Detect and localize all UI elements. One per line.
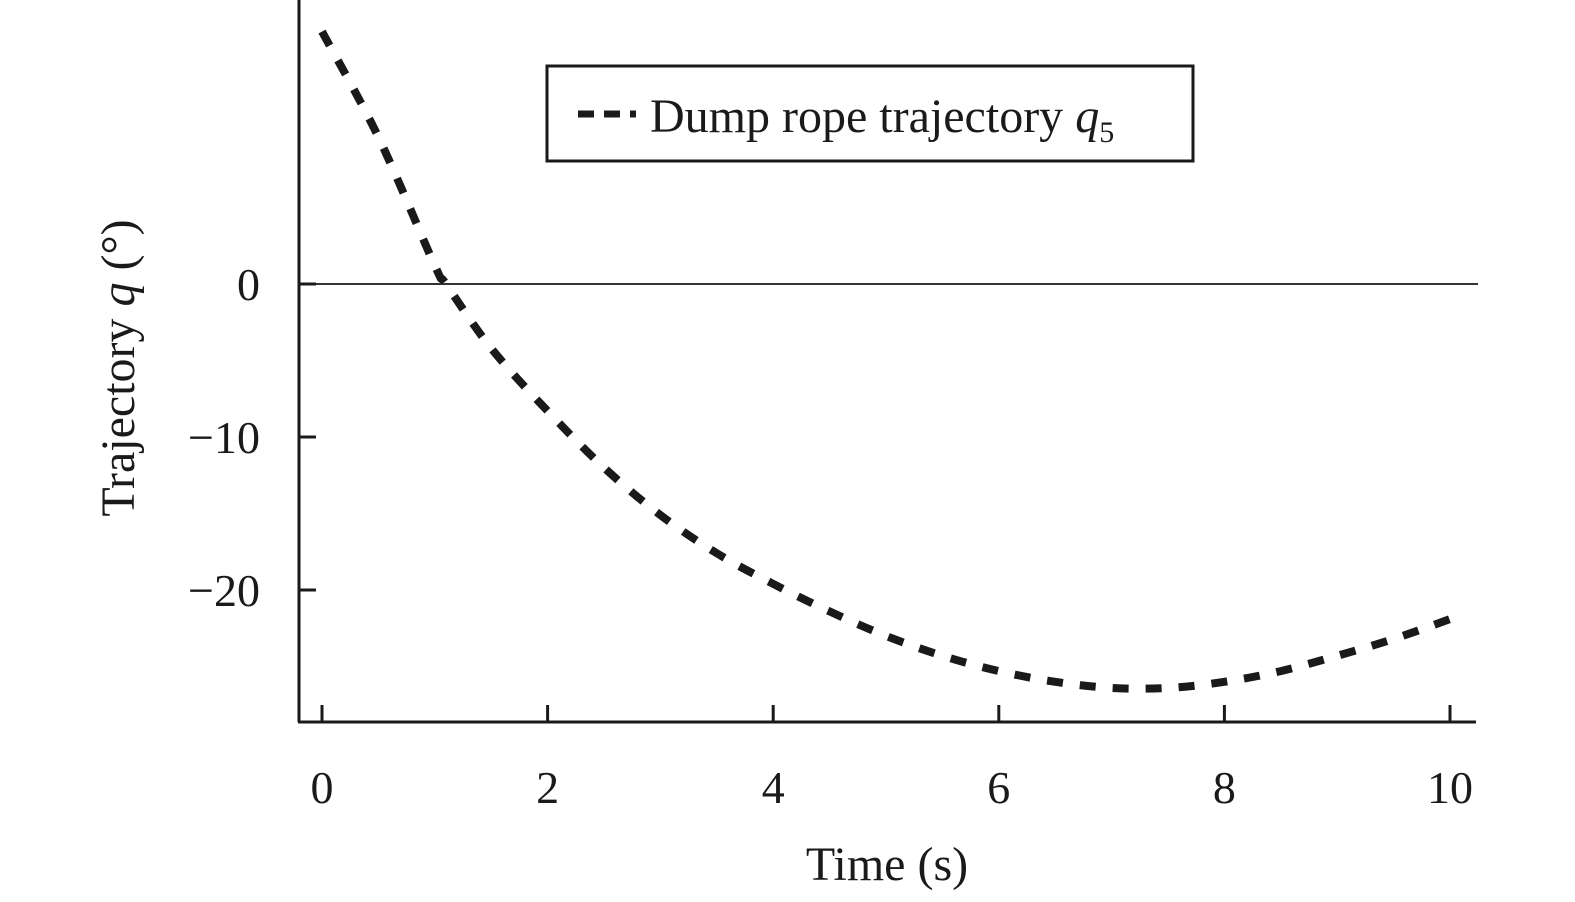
y-axis-ticks: 0 −10 −20 [188, 259, 316, 616]
y-tick-label: −20 [188, 565, 260, 616]
x-tick-label: 10 [1427, 762, 1473, 813]
y-tick-label: −10 [188, 412, 260, 463]
legend-label: Dump rope trajectory q5 [650, 90, 1114, 149]
x-axis-ticks: 0 2 4 6 8 10 [311, 705, 1473, 813]
y-tick-label: 0 [237, 259, 260, 310]
x-tick-label: 2 [536, 762, 559, 813]
x-tick-label: 0 [311, 762, 334, 813]
axes [297, 0, 1476, 724]
x-tick-label: 8 [1213, 762, 1236, 813]
x-axis-title: Time (s) [806, 838, 968, 891]
legend-box [545, 64, 1195, 163]
y-axis-title: Trajectory q (°) [92, 219, 145, 516]
x-tick-label: 6 [987, 762, 1010, 813]
x-tick-label: 4 [762, 762, 785, 813]
legend: Dump rope trajectory q5 [545, 64, 1195, 163]
